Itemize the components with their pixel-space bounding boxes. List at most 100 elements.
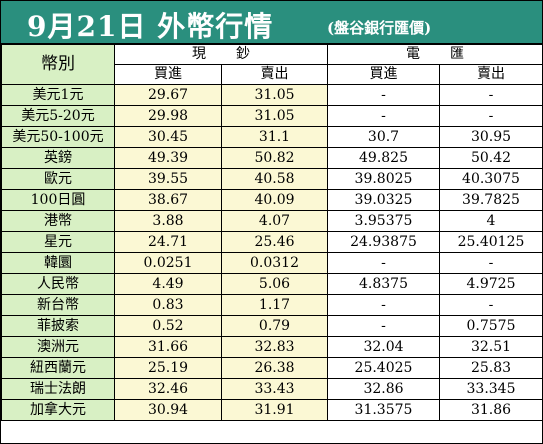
- currency-name-cell: 人民幣: [1, 273, 115, 295]
- cash-buy-cell: 24.71: [114, 231, 222, 253]
- currency-name-cell: 瑞士法朗: [1, 378, 115, 400]
- table-row: 人民幣 4.49 5.06 4.8375 4.9725: [1, 273, 543, 295]
- wire-sell-cell: -: [439, 252, 543, 274]
- cash-sell-cell: 40.09: [221, 189, 328, 211]
- wire-sell-cell: 32.51: [439, 336, 543, 358]
- wire-sell-cell: 39.7825: [439, 189, 543, 211]
- wire-sell-header: 賣出: [439, 64, 543, 85]
- page-subtitle: (盤谷銀行匯價): [327, 19, 432, 37]
- wire-sell-cell: -: [439, 294, 543, 316]
- rate-table: 幣別 現鈔 電匯 買進 賣出 買進 賣出 美元1元 29.67 31.05- - 美元5…: [1, 44, 543, 421]
- currency-name-cell: 星元: [1, 231, 115, 253]
- wire-sell-cell: 25.40125: [439, 231, 543, 253]
- cash-sell-cell: 1.17: [221, 294, 328, 316]
- cash-sell-cell: 31.05: [221, 105, 328, 127]
- title-banner: 9月21日 外幣行情 (盤谷銀行匯價): [1, 1, 542, 44]
- wire-buy-cell: 25.4025: [327, 357, 440, 379]
- currency-name-cell: 韓圜: [1, 252, 115, 274]
- currency-name-cell: 紐西蘭元: [1, 357, 115, 379]
- cash-buy-cell: 38.67: [114, 189, 222, 211]
- wire-buy-cell: -: [327, 315, 440, 337]
- cash-sell-cell: 31.05: [221, 84, 328, 106]
- cash-buy-cell: 30.94: [114, 399, 222, 421]
- wire-buy-cell: -: [327, 84, 440, 106]
- cash-buy-cell: 3.88: [114, 210, 222, 232]
- wire-sell-cell: 30.95: [439, 126, 543, 148]
- currency-name-cell: 菲披索: [1, 315, 115, 337]
- table-row: 英鎊 49.39 50.82 49.825 50.42: [1, 147, 543, 169]
- currency-name-cell: 加拿大元: [1, 399, 115, 421]
- wire-buy-cell: 3.95375: [327, 210, 440, 232]
- wire-buy-cell: 24.93875: [327, 231, 440, 253]
- cash-buy-cell: 31.66: [114, 336, 222, 358]
- table-row: 星元 24.71 25.46 24.93875 25.40125: [1, 231, 543, 253]
- cash-buy-cell: 49.39: [114, 147, 222, 169]
- cash-buy-cell: 4.49: [114, 273, 222, 295]
- cash-sell-cell: 31.1: [221, 126, 328, 148]
- table-row: 歐元 39.55 40.58 39.8025 40.3075: [1, 168, 543, 190]
- table-row: 韓圜 0.0251 0.0312- -: [1, 252, 543, 274]
- currency-column-header: 幣別: [1, 44, 115, 85]
- cash-buy-cell: 0.0251: [114, 252, 222, 274]
- cash-sell-cell: 50.82: [221, 147, 328, 169]
- wire-sell-cell: 4: [439, 210, 543, 232]
- wire-buy-cell: -: [327, 105, 440, 127]
- wire-sell-cell: 25.83: [439, 357, 543, 379]
- currency-name-cell: 港幣: [1, 210, 115, 232]
- wire-buy-cell: 32.04: [327, 336, 440, 358]
- cash-sell-cell: 5.06: [221, 273, 328, 295]
- table-row: 新台幣 0.83 1.17- -: [1, 294, 543, 316]
- cash-buy-cell: 29.98: [114, 105, 222, 127]
- wire-buy-cell: 4.8375: [327, 273, 440, 295]
- cash-buy-header: 買進: [114, 64, 222, 85]
- wire-sell-cell: 0.7575: [439, 315, 543, 337]
- table-row: 澳洲元 31.66 32.83 32.04 32.51: [1, 336, 543, 358]
- header-row-sides: 買進 賣出 買進 賣出: [2, 64, 543, 85]
- wire-group-header: 電匯: [327, 44, 543, 65]
- wire-sell-cell: 33.345: [439, 378, 543, 400]
- table-row: 瑞士法朗 32.46 33.43 32.86 33.345: [1, 378, 543, 400]
- wire-buy-cell: 49.825: [327, 147, 440, 169]
- currency-name-cell: 澳洲元: [1, 336, 115, 358]
- cash-buy-cell: 0.52: [114, 315, 222, 337]
- header-row-groups: 幣別 現鈔 電匯: [1, 44, 543, 85]
- table-row: 美元5-20元 29.98 31.05- -: [1, 105, 543, 127]
- wire-buy-cell: 30.7: [327, 126, 440, 148]
- currency-name-cell: 100日圓: [1, 189, 115, 211]
- currency-name-cell: 美元1元: [1, 84, 115, 106]
- wire-sell-cell: 50.42: [439, 147, 543, 169]
- wire-sell-cell: 31.86: [439, 399, 543, 421]
- cash-sell-cell: 4.07: [221, 210, 328, 232]
- cash-buy-cell: 30.45: [114, 126, 222, 148]
- wire-buy-cell: 31.3575: [327, 399, 440, 421]
- wire-buy-header: 買進: [327, 64, 440, 85]
- cash-sell-cell: 0.79: [221, 315, 328, 337]
- wire-buy-cell: 39.0325: [327, 189, 440, 211]
- wire-buy-cell: 39.8025: [327, 168, 440, 190]
- currency-name-cell: 英鎊: [1, 147, 115, 169]
- page-title: 9月21日 外幣行情: [27, 10, 274, 43]
- cash-sell-cell: 25.46: [221, 231, 328, 253]
- cash-sell-header: 賣出: [221, 64, 328, 85]
- wire-sell-cell: 4.9725: [439, 273, 543, 295]
- cash-buy-cell: 32.46: [114, 378, 222, 400]
- cash-sell-cell: 26.38: [221, 357, 328, 379]
- currency-name-cell: 新台幣: [1, 294, 115, 316]
- currency-name-cell: 歐元: [1, 168, 115, 190]
- cash-sell-cell: 32.83: [221, 336, 328, 358]
- cash-buy-cell: 25.19: [114, 357, 222, 379]
- wire-sell-cell: -: [439, 84, 543, 106]
- wire-buy-cell: -: [327, 252, 440, 274]
- wire-sell-cell: 40.3075: [439, 168, 543, 190]
- table-row: 美元1元 29.67 31.05- -: [1, 84, 543, 106]
- wire-buy-cell: -: [327, 294, 440, 316]
- table-row: 港幣 3.88 4.07 3.95375 4: [1, 210, 543, 232]
- cash-sell-cell: 40.58: [221, 168, 328, 190]
- table-row: 紐西蘭元 25.19 26.38 25.4025 25.83: [1, 357, 543, 379]
- table-row: 100日圓 38.67 40.09 39.0325 39.7825: [1, 189, 543, 211]
- cash-sell-cell: 0.0312: [221, 252, 328, 274]
- cash-sell-cell: 33.43: [221, 378, 328, 400]
- table-row: 菲披索 0.52 0.79-0.7575: [1, 315, 543, 337]
- cash-sell-cell: 31.91: [221, 399, 328, 421]
